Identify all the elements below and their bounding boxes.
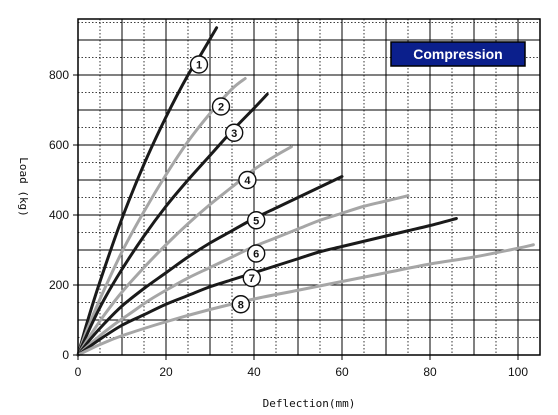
- series-marker-2: 2: [211, 97, 231, 116]
- marker-circle: [247, 211, 266, 230]
- marker-circle: [247, 244, 266, 263]
- marker-circle: [224, 123, 244, 142]
- plot-frame: [77, 18, 541, 356]
- y-tick-label: 0: [62, 348, 69, 362]
- series-marker-1: 1: [189, 55, 209, 74]
- marker-number: 6: [253, 249, 259, 261]
- x-tick-label: 40: [247, 365, 261, 379]
- x-tick-label: 80: [423, 365, 437, 379]
- series-marker-3: 3: [224, 123, 244, 142]
- x-tick-label: 100: [508, 365, 528, 379]
- marker-circle: [238, 170, 257, 190]
- grid: [78, 19, 540, 355]
- marker-number: 8: [238, 299, 244, 311]
- series-marker-4: 4: [238, 170, 257, 190]
- axis-ticks: 0 20 40 60 80 100 0 200 400 600 800: [49, 68, 528, 379]
- marker-number: 7: [249, 273, 255, 285]
- x-tick-label: 20: [159, 365, 173, 379]
- x-tick-label: 0: [75, 365, 82, 379]
- y-axis-title: Load (kg): [17, 157, 30, 217]
- series-marker-8: 8: [231, 295, 251, 314]
- marker-number: 3: [231, 128, 237, 140]
- y-tick-label: 200: [49, 278, 69, 292]
- x-axis-title: Deflection(mm): [263, 397, 356, 410]
- marker-number: 5: [253, 215, 259, 227]
- marker-number: 4: [244, 175, 251, 187]
- series-marker-6: 6: [247, 244, 266, 263]
- series-line-1: [76, 26, 219, 357]
- badge-label: Compression: [413, 46, 502, 62]
- y-tick-label: 400: [49, 208, 69, 222]
- series-line-5: [76, 175, 344, 357]
- series-line-8: [76, 243, 535, 357]
- series-line-6: [76, 194, 410, 357]
- series-lines: [76, 26, 535, 357]
- y-tick-label: 600: [49, 138, 69, 152]
- series-line-3: [76, 92, 269, 357]
- series-markers: 1 2 3 4 5 6 7 8: [189, 55, 266, 314]
- y-tick-label: 800: [49, 68, 69, 82]
- series-line-2: [76, 77, 247, 357]
- x-tick-label: 60: [335, 365, 349, 379]
- compression-badge: Compression: [390, 41, 526, 67]
- marker-circle: [231, 295, 251, 314]
- series-marker-7: 7: [242, 268, 262, 288]
- series-line-4: [76, 145, 293, 357]
- series-marker-5: 5: [247, 211, 266, 230]
- series-line-7: [76, 217, 458, 357]
- badge-background: [390, 41, 526, 67]
- marker-circle: [211, 97, 231, 116]
- marker-circle: [242, 268, 262, 288]
- marker-circle: [189, 55, 209, 74]
- marker-number: 1: [196, 60, 202, 72]
- marker-number: 2: [218, 102, 224, 114]
